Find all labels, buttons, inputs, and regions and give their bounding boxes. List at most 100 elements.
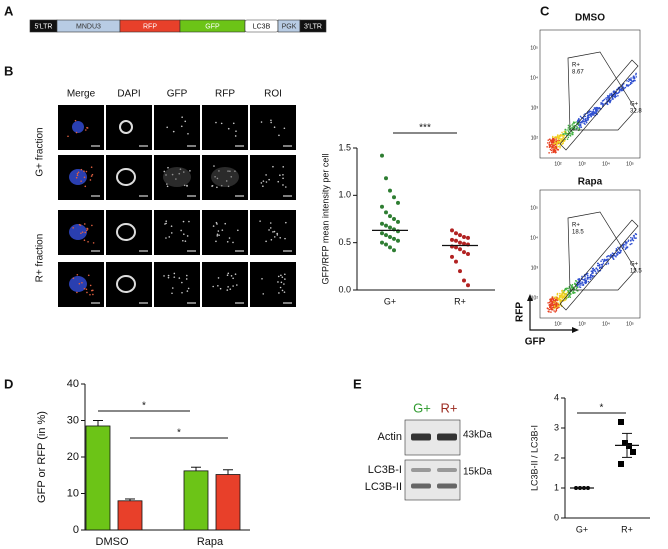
puncta [170, 225, 173, 227]
event [631, 237, 634, 239]
puncta [262, 185, 264, 188]
event [548, 141, 551, 144]
event [585, 121, 588, 124]
event [578, 117, 580, 120]
event [628, 79, 631, 81]
point [630, 449, 636, 455]
construct-label: LC3B [253, 23, 271, 30]
event [579, 123, 582, 126]
puncta [282, 166, 285, 168]
puncta [187, 287, 190, 290]
gate-value: 15.5 [630, 269, 642, 275]
event [549, 306, 552, 309]
event [585, 281, 587, 283]
point [388, 188, 392, 193]
construct-label: RFP [143, 23, 157, 30]
event [578, 286, 581, 288]
event [621, 88, 623, 91]
point [622, 440, 628, 446]
y-tick-label: 3 [554, 422, 559, 432]
gate [567, 211, 637, 291]
event [561, 131, 563, 134]
event [587, 280, 590, 283]
event [564, 131, 567, 133]
puncta [270, 119, 272, 122]
size-label: 15kDa [463, 467, 492, 478]
micrograph [154, 105, 200, 150]
event [617, 91, 620, 94]
event [607, 255, 610, 257]
event [567, 290, 570, 292]
puncta [232, 241, 234, 244]
puncta [235, 130, 237, 132]
puncta [78, 223, 81, 226]
puncta [86, 291, 88, 294]
event [555, 147, 558, 150]
puncta [279, 286, 282, 289]
puncta [166, 185, 169, 188]
event [634, 233, 637, 235]
event [579, 121, 582, 124]
nucleus [69, 224, 87, 240]
event [630, 236, 632, 239]
flow-title: DMSO [575, 13, 605, 24]
puncta [183, 233, 185, 236]
event [597, 270, 599, 272]
y-axis-label: GFP or RFP (in %) [36, 411, 48, 503]
event [614, 96, 616, 99]
cell-body [211, 167, 239, 187]
puncta [77, 171, 80, 174]
panel-label: D [4, 376, 13, 391]
event [607, 98, 609, 100]
event [548, 301, 551, 304]
event [632, 77, 635, 79]
point [450, 237, 454, 242]
x-tick-label: 10⁵ [626, 321, 634, 327]
point [388, 234, 392, 239]
y-tick-label: 30 [67, 414, 79, 426]
event [564, 129, 567, 131]
puncta [229, 288, 232, 290]
puncta [173, 272, 176, 275]
puncta [226, 289, 229, 291]
event [567, 127, 570, 129]
event [567, 130, 570, 133]
gate-label: G+ [630, 102, 639, 108]
event [550, 300, 553, 302]
event [573, 122, 576, 124]
point [384, 233, 388, 238]
y-axis-label: LC3B-II / LC3B-I [529, 425, 539, 491]
event [554, 143, 557, 146]
event [625, 84, 628, 87]
event [553, 149, 556, 152]
event [593, 111, 595, 113]
event [635, 72, 637, 75]
event [551, 303, 554, 305]
event [566, 138, 569, 141]
event [561, 293, 563, 295]
event [548, 152, 550, 154]
puncta [81, 281, 83, 284]
event [579, 115, 582, 118]
puncta [218, 234, 220, 237]
event [586, 116, 589, 119]
event [593, 114, 595, 116]
event [586, 274, 589, 277]
event [589, 278, 592, 281]
point [388, 225, 392, 230]
y-tick-label: 10 [67, 487, 79, 499]
puncta [166, 126, 168, 129]
event [562, 137, 564, 140]
event [579, 284, 581, 286]
y-tick-label: 4 [554, 392, 559, 402]
event [634, 237, 636, 240]
axis-arrow [529, 298, 575, 331]
event [549, 303, 551, 306]
event [598, 106, 601, 109]
event [549, 145, 552, 148]
event [617, 251, 619, 254]
point [450, 254, 454, 259]
event [625, 241, 628, 243]
puncta [186, 185, 188, 187]
arrow-head [527, 294, 579, 333]
